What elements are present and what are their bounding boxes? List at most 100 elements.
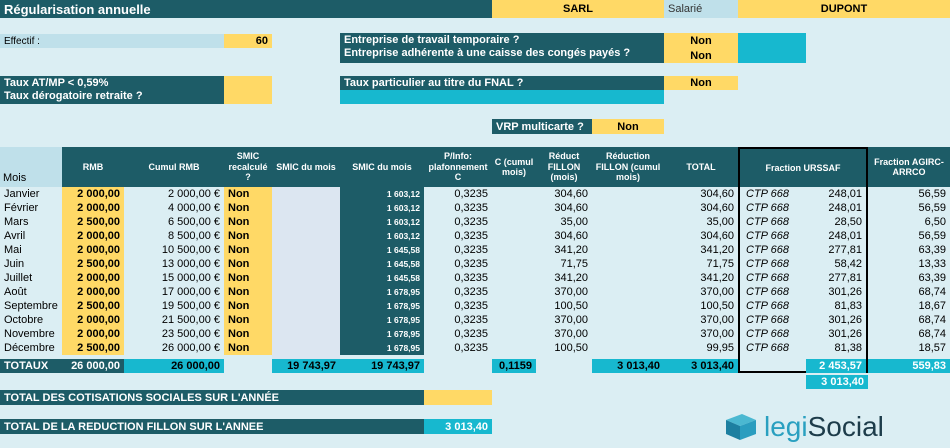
month-cell: Novembre bbox=[4, 328, 55, 340]
col-rmb: RMB bbox=[62, 147, 124, 187]
taux-value[interactable] bbox=[224, 76, 272, 104]
rmb-cell[interactable]: 2 000,00 bbox=[77, 272, 120, 284]
total-cell: 341,20 bbox=[700, 272, 734, 284]
rmb-cell[interactable]: 2 000,00 bbox=[77, 286, 120, 298]
urssaf-cell: 28,50 bbox=[834, 216, 862, 228]
smic-mois2-cell: 1 678,95 bbox=[386, 301, 420, 311]
rmb-cell[interactable]: 2 500,00 bbox=[77, 258, 120, 270]
total-reduction-label: TOTAL DE LA REDUCTION FILLON SUR L'ANNEE bbox=[0, 419, 424, 434]
smic-recalcule-cell[interactable]: Non bbox=[228, 230, 250, 242]
smic-mois2-cell: 1 603,12 bbox=[386, 203, 420, 213]
total-cell: 304,60 bbox=[700, 230, 734, 242]
smic-recalcule-cell[interactable]: Non bbox=[228, 314, 250, 326]
rmb-column[interactable]: 2 000,00 2 000,00 2 500,00 2 000,00 2 000,00… bbox=[62, 187, 124, 355]
travail-temporaire-value[interactable]: Non bbox=[664, 33, 738, 48]
vrp-value[interactable]: Non bbox=[592, 119, 664, 134]
company-type[interactable]: SARL bbox=[492, 0, 664, 18]
smic-mois2-cell: 1 678,95 bbox=[386, 315, 420, 325]
col-reduction-fillon-cumul: Réduction FILLON (cumul mois) bbox=[592, 147, 664, 187]
agirc-column: 56,59 56,59 6,50 56,59 63,39 13,33 63,39 68,74 1… bbox=[868, 187, 950, 355]
month-cell: Janvier bbox=[4, 188, 40, 200]
month-cell: Octobre bbox=[4, 314, 44, 326]
totaux-c-cumul: 0,1159 bbox=[492, 359, 536, 373]
urssaf-cell: 301,26 bbox=[828, 286, 862, 298]
reduct-fillon-cell: 341,20 bbox=[554, 272, 588, 284]
col-total: TOTAL bbox=[664, 147, 738, 187]
rmb-cell[interactable]: 2 000,00 bbox=[77, 202, 120, 214]
rmb-cell[interactable]: 2 000,00 bbox=[77, 328, 120, 340]
cumul-rmb-cell: 26 000,00 € bbox=[161, 342, 220, 354]
smic-recalcule-cell[interactable]: Non bbox=[228, 328, 250, 340]
month-cell: Décembre bbox=[4, 342, 55, 354]
agirc-cell: 56,59 bbox=[918, 230, 946, 242]
urssaf-column: 248,01 248,01 28,50 248,01 277,81 58,42 277,81… bbox=[806, 187, 866, 355]
smic-mois-col-bg bbox=[272, 187, 340, 359]
month-cell: Mai bbox=[4, 244, 22, 256]
smic-mois2-cell: 1 603,12 bbox=[386, 217, 420, 227]
reduct-fillon-cell: 304,60 bbox=[554, 230, 588, 242]
vrp-label: VRP multicarte ? bbox=[492, 119, 592, 134]
rmb-cell[interactable]: 2 500,00 bbox=[77, 300, 120, 312]
logo-icon bbox=[726, 414, 756, 440]
ctp-column: CTP 668 CTP 668 CTP 668 CTP 668 CTP 668 CTP 6… bbox=[742, 187, 806, 355]
smic-recalcule-cell[interactable]: Non bbox=[228, 188, 250, 200]
total-reduction-value: 3 013,40 bbox=[424, 419, 492, 434]
totaux-cumul-rmb: 26 000,00 bbox=[124, 359, 224, 373]
total-cotisations-label: TOTAL DES COTISATIONS SOCIALES SUR L'ANN… bbox=[0, 390, 424, 405]
ctp-cell: CTP 668 bbox=[746, 216, 790, 228]
smic-recalcule-cell[interactable]: Non bbox=[228, 342, 250, 354]
total-column: 304,60 304,60 35,00 304,60 341,20 71,75 341,20… bbox=[664, 187, 738, 355]
total-cotisations-value bbox=[424, 390, 492, 405]
fnal-value[interactable]: Non bbox=[664, 76, 738, 90]
plafonnement-column: 0,3235 0,3235 0,3235 0,3235 0,3235 0,3235 0,32… bbox=[424, 187, 492, 355]
rmb-cell[interactable]: 2 000,00 bbox=[77, 230, 120, 242]
plafonnement-cell: 0,3235 bbox=[454, 286, 488, 298]
ctp-cell: CTP 668 bbox=[746, 328, 790, 340]
ctp-cell: CTP 668 bbox=[746, 202, 790, 214]
smic-recalcule-cell[interactable]: Non bbox=[228, 300, 250, 312]
smic-recalcule-column[interactable]: Non Non Non Non Non Non Non Non Non Non Non Non bbox=[224, 187, 272, 355]
reduct-fillon-cell: 370,00 bbox=[554, 314, 588, 326]
questions-block: Entreprise de travail temporaire ? Entre… bbox=[340, 33, 664, 63]
employee-name[interactable]: DUPONT bbox=[738, 0, 950, 18]
rmb-cell[interactable]: 2 000,00 bbox=[77, 244, 120, 256]
ctp-cell: CTP 668 bbox=[746, 188, 790, 200]
month-cell: Septembre bbox=[4, 300, 58, 312]
smic-recalcule-cell[interactable]: Non bbox=[228, 216, 250, 228]
rmb-cell[interactable]: 2 000,00 bbox=[77, 188, 120, 200]
rmb-cell[interactable]: 2 500,00 bbox=[77, 342, 120, 354]
plafonnement-cell: 0,3235 bbox=[454, 244, 488, 256]
effectif-value[interactable]: 60 bbox=[224, 34, 272, 48]
cumul-rmb-cell: 21 500,00 € bbox=[161, 314, 220, 326]
smic-recalcule-cell[interactable]: Non bbox=[228, 258, 250, 270]
total-cell: 304,60 bbox=[700, 188, 734, 200]
reduct-fillon-cell: 370,00 bbox=[554, 328, 588, 340]
month-cell: Juin bbox=[4, 258, 25, 270]
month-cell: Août bbox=[4, 286, 27, 298]
caisse-conges-value[interactable]: Non bbox=[664, 48, 738, 63]
taux-block: Taux AT/MP < 0,59% Taux dérogatoire retr… bbox=[0, 76, 224, 104]
smic-recalcule-cell[interactable]: Non bbox=[228, 202, 250, 214]
plafonnement-cell: 0,3235 bbox=[454, 258, 488, 270]
agirc-cell: 63,39 bbox=[918, 272, 946, 284]
smic-recalcule-cell[interactable]: Non bbox=[228, 286, 250, 298]
ctp-cell: CTP 668 bbox=[746, 258, 790, 270]
smic-recalcule-cell[interactable]: Non bbox=[228, 272, 250, 284]
question-caisse-conges: Entreprise adhérente à une caisse des co… bbox=[344, 47, 631, 59]
col-smic-mois2: SMIC du mois bbox=[340, 147, 424, 187]
agirc-cell: 68,74 bbox=[918, 328, 946, 340]
month-cell: Avril bbox=[4, 230, 26, 242]
month-cell: Mars bbox=[4, 216, 29, 228]
agirc-cell: 6,50 bbox=[924, 216, 946, 228]
smic-recalcule-cell[interactable]: Non bbox=[228, 244, 250, 256]
agirc-cell: 56,59 bbox=[918, 202, 946, 214]
urssaf-frame bbox=[738, 187, 868, 373]
cumul-rmb-column: 2 000,00 € 4 000,00 € 6 500,00 € 8 500,00 €… bbox=[124, 187, 224, 355]
totaux-smic-mois2: 19 743,97 bbox=[340, 359, 424, 373]
total-cell: 370,00 bbox=[700, 286, 734, 298]
rmb-cell[interactable]: 2 000,00 bbox=[77, 314, 120, 326]
cumul-rmb-cell: 15 000,00 € bbox=[161, 272, 220, 284]
rmb-cell[interactable]: 2 500,00 bbox=[77, 216, 120, 228]
logo-text-social: Social bbox=[807, 411, 884, 442]
reduct-fillon-cell: 304,60 bbox=[554, 202, 588, 214]
